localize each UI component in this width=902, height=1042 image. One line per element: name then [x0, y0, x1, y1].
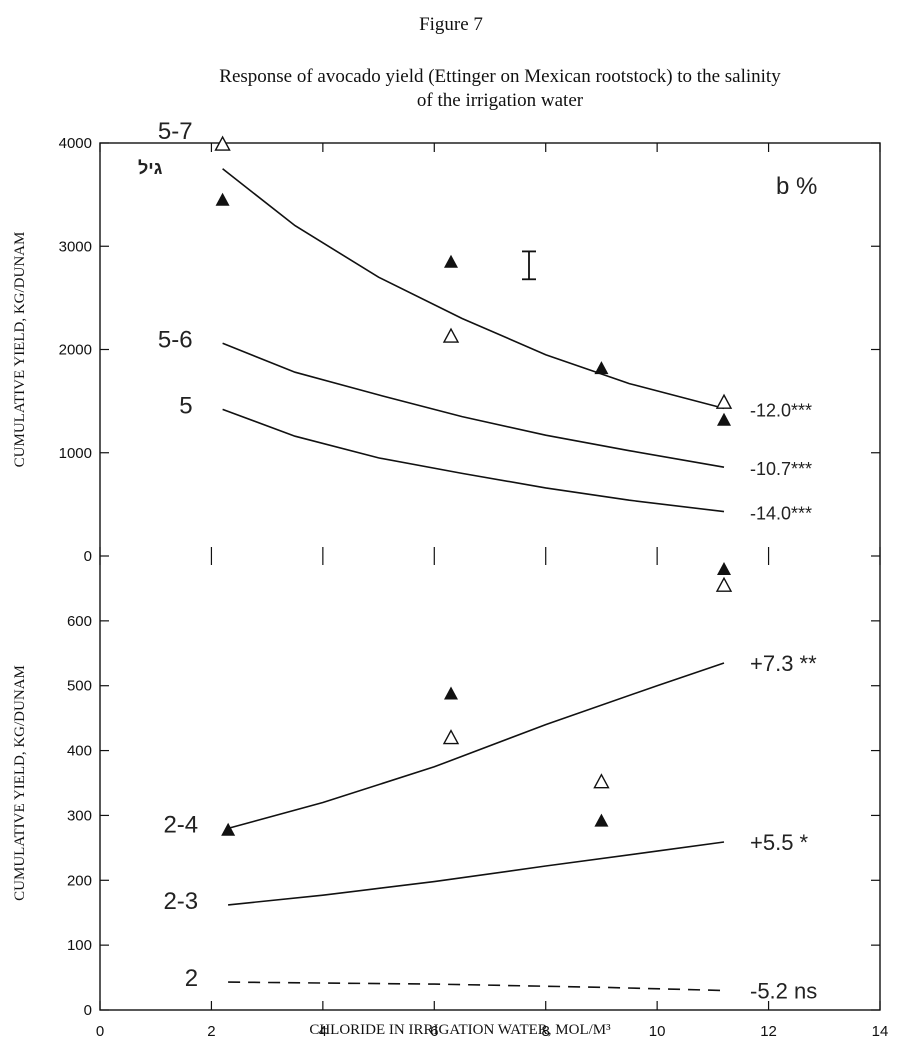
curve-2: [228, 981, 725, 992]
y-tick-label: 300: [67, 807, 92, 824]
x-tick-label: 8: [542, 1023, 550, 1040]
curve-label-5: 5: [179, 392, 192, 419]
curve-5-6: [222, 342, 725, 468]
data-point-filled: [215, 192, 230, 206]
curve-label-2-4: 2-4: [163, 811, 198, 838]
chart-title-line2: of the irrigation water: [416, 90, 584, 111]
y-tick-label: 4000: [59, 135, 92, 152]
data-point-open: [715, 393, 733, 409]
panel-corner-label: b %: [776, 173, 817, 200]
curve-5-7: [222, 168, 725, 410]
y-tick-label: 3000: [59, 238, 92, 255]
x-tick-label: 12: [760, 1023, 777, 1040]
x-tick-label: 14: [872, 1023, 889, 1040]
x-tick-label: 4: [319, 1023, 327, 1040]
curve-annotation-2-3: +5.5 *: [750, 830, 809, 855]
y-tick-label: 500: [67, 678, 92, 695]
data-point-filled: [594, 813, 609, 827]
y-axis-title: CUMULATIVE YIELD, KG/DUNAM: [12, 232, 28, 468]
x-tick-label: 0: [96, 1023, 104, 1040]
data-point-filled: [717, 561, 731, 575]
curve-label-2-3: 2-3: [163, 888, 198, 915]
chart-title-line1: Response of avocado yield (Ettinger on M…: [219, 66, 781, 87]
x-tick-label: 10: [649, 1023, 666, 1040]
curve-annotation-5: -14.0***: [750, 504, 812, 524]
y-tick-label: 200: [67, 872, 92, 889]
y-tick-label: 0: [84, 548, 92, 565]
y-tick-label: 600: [67, 613, 92, 630]
curve-label-5-6: 5-6: [158, 326, 193, 353]
plot-frame: [99, 142, 881, 1011]
y-tick-label: 2000: [59, 342, 92, 359]
data-point-filled: [717, 412, 731, 426]
curve-annotation-5-7: -12.0***: [750, 400, 812, 420]
data-point-open: [214, 135, 231, 151]
curve-2-4: [227, 662, 725, 830]
data-point-open: [593, 773, 610, 789]
curve-5: [222, 408, 725, 513]
curve-label-5-7: 5-7: [158, 118, 193, 145]
data-point-open: [442, 327, 460, 343]
y-tick-label: 100: [67, 937, 92, 954]
y-tick-label: 0: [84, 1002, 92, 1019]
data-point-filled: [221, 822, 236, 836]
x-tick-label: 6: [430, 1023, 438, 1040]
data-point-filled: [444, 686, 458, 700]
y-axis-title: CUMULATIVE YIELD, KG/DUNAM: [12, 665, 28, 901]
data-point-open: [715, 576, 733, 592]
data-point-open: [442, 729, 460, 745]
curve-annotation-5-6: -10.7***: [750, 459, 812, 479]
x-tick-label: 2: [207, 1023, 215, 1040]
panel-header-label: גיל: [138, 158, 163, 178]
x-axis-title: CHLORIDE IN IRRIGATION WATER, MOL/M³: [309, 1022, 611, 1038]
curve-annotation-2-4: +7.3 **: [750, 651, 817, 676]
curve-label-2: 2: [185, 965, 198, 992]
y-tick-label: 1000: [59, 445, 92, 462]
curve-annotation-2: -5.2 ns: [750, 979, 817, 1004]
curve-2-3: [228, 841, 725, 906]
y-tick-label: 400: [67, 743, 92, 760]
data-point-filled: [594, 361, 609, 375]
data-point-filled: [444, 254, 458, 268]
figure-heading: Figure 7: [419, 14, 483, 35]
